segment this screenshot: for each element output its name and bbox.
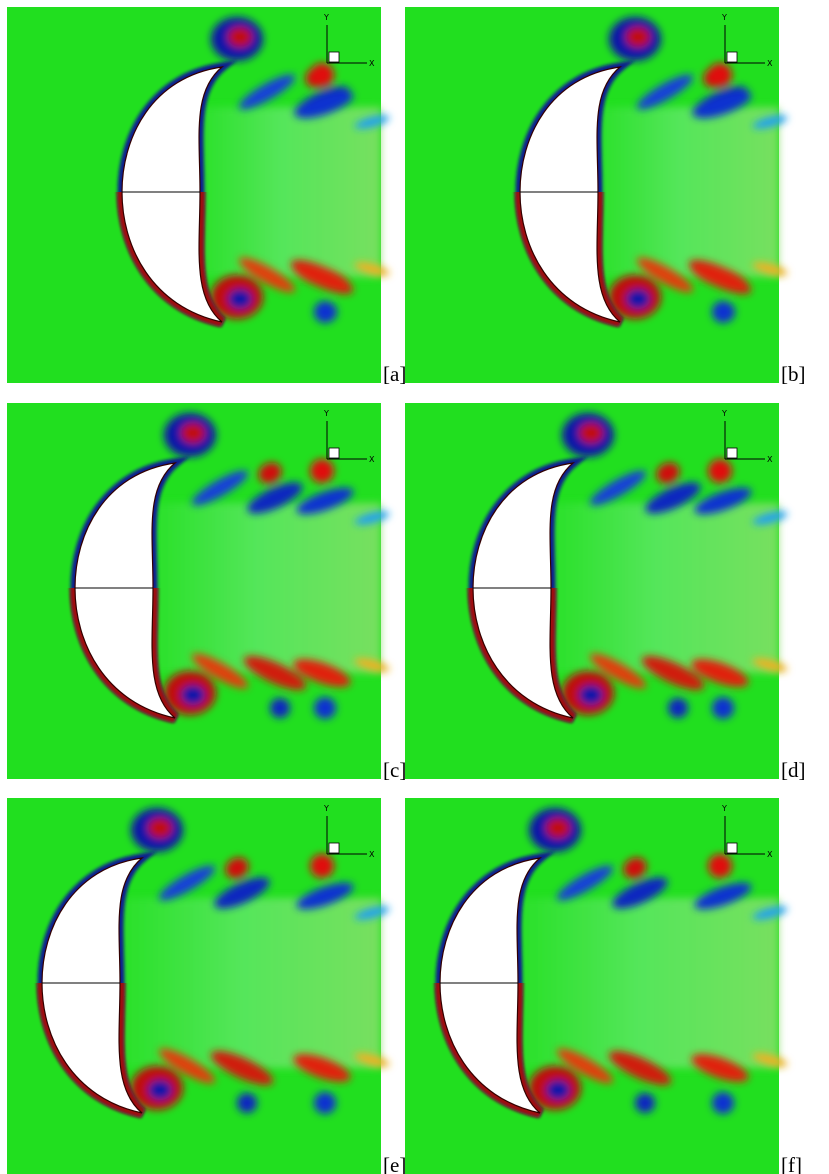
axis-x-label: X <box>767 59 773 68</box>
vortex <box>712 697 734 719</box>
wake-region <box>182 107 381 277</box>
vortex <box>270 698 290 718</box>
axis-y-label: Y <box>323 804 329 813</box>
vortex <box>635 1093 655 1113</box>
axis-y-label: Y <box>721 409 727 418</box>
vortex <box>181 423 205 443</box>
vortex <box>314 301 336 323</box>
vortex <box>668 698 688 718</box>
axis-box <box>727 843 737 853</box>
panel: YX <box>7 798 391 1174</box>
panel: YX <box>7 7 391 383</box>
vortex <box>314 697 336 719</box>
axis-box <box>329 843 339 853</box>
wake-region <box>580 107 779 277</box>
axis-x-label: X <box>369 59 375 68</box>
axis-x-label: X <box>369 850 375 859</box>
panel-label: [a] <box>383 362 406 386</box>
vortex <box>148 1080 172 1100</box>
wake-region <box>135 503 381 673</box>
vortex <box>314 1092 336 1114</box>
panel-label: [c] <box>383 758 406 782</box>
vortex <box>712 301 734 323</box>
wake-region <box>500 898 779 1068</box>
panel-label: [f] <box>781 1153 802 1174</box>
vortex <box>708 63 732 87</box>
panel: YX <box>405 403 789 779</box>
vortex <box>310 459 334 483</box>
panel: YX <box>7 403 391 779</box>
axis-x-label: X <box>767 850 773 859</box>
axis-box <box>727 448 737 458</box>
page: YX[a]YX[b]YX[c]YX[d]YX[e]YX[f] (() => { … <box>0 0 829 1174</box>
axis-y-label: Y <box>323 13 329 22</box>
axis-y-label: Y <box>323 409 329 418</box>
vortex <box>546 1080 570 1100</box>
axis-box <box>727 52 737 62</box>
panel-label: [d] <box>781 758 806 782</box>
vortex <box>228 289 252 309</box>
vortex <box>626 27 650 47</box>
vortex <box>546 818 570 838</box>
vortex <box>310 63 334 87</box>
vortex <box>579 685 603 705</box>
vortex <box>310 854 334 878</box>
axis-y-label: Y <box>721 13 727 22</box>
panel: YX <box>405 7 789 383</box>
vortex <box>579 423 603 443</box>
vortex <box>708 459 732 483</box>
vortex <box>228 27 252 47</box>
panel-label: [b] <box>781 362 806 386</box>
axis-box <box>329 448 339 458</box>
wake-region <box>533 503 779 673</box>
axis-x-label: X <box>369 455 375 464</box>
vortex <box>148 818 172 838</box>
vortex <box>626 289 650 309</box>
vortex <box>708 854 732 878</box>
vortex <box>712 1092 734 1114</box>
figure: YX[a]YX[b]YX[c]YX[d]YX[e]YX[f] <box>0 0 829 1174</box>
axis-y-label: Y <box>721 804 727 813</box>
wake-region <box>102 898 381 1068</box>
panel-label: [e] <box>383 1153 406 1174</box>
axis-box <box>329 52 339 62</box>
vortex <box>237 1093 257 1113</box>
panel: YX <box>405 798 789 1174</box>
vortex <box>181 685 205 705</box>
axis-x-label: X <box>767 455 773 464</box>
